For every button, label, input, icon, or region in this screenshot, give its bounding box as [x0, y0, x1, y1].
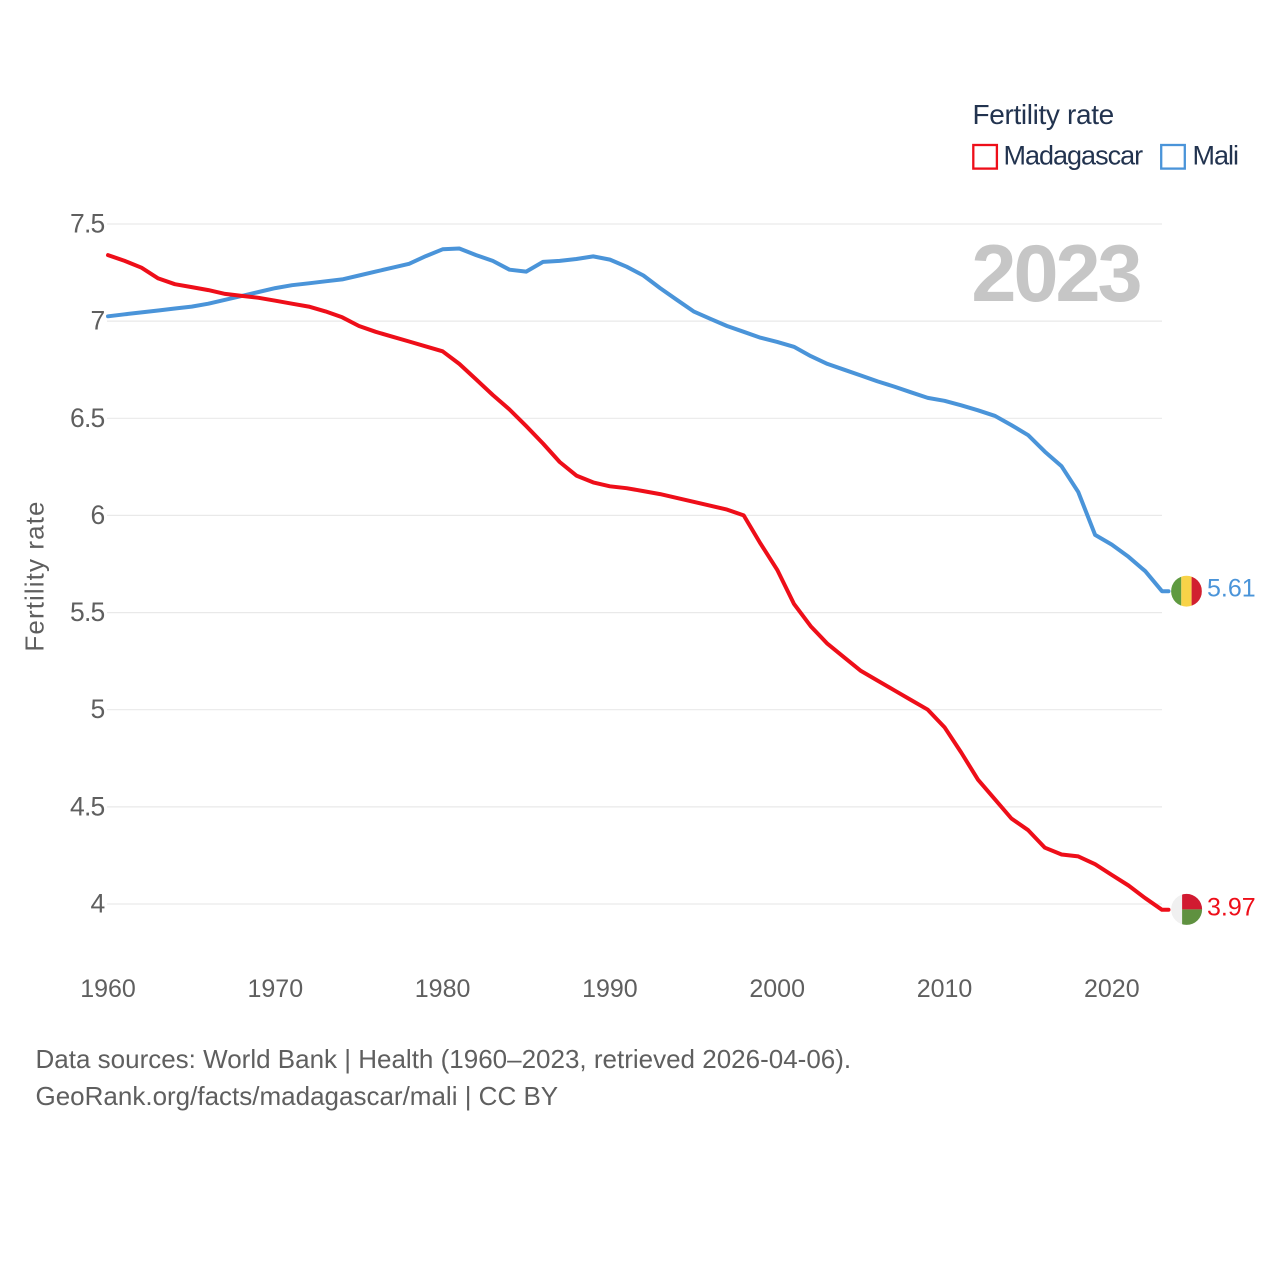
svg-text:Fertility rate: Fertility rate	[973, 99, 1114, 130]
svg-text:6: 6	[91, 500, 105, 530]
svg-text:2010: 2010	[917, 975, 973, 1003]
svg-text:Mali: Mali	[1193, 141, 1239, 171]
svg-text:Fertility rate: Fertility rate	[20, 500, 50, 651]
svg-text:5.5: 5.5	[70, 597, 105, 627]
svg-text:5.61: 5.61	[1207, 575, 1256, 603]
svg-text:2000: 2000	[749, 975, 805, 1003]
svg-text:7.5: 7.5	[70, 209, 105, 239]
svg-text:2023: 2023	[971, 229, 1140, 319]
svg-text:3.97: 3.97	[1207, 894, 1256, 922]
svg-text:Data sources: World Bank | Hea: Data sources: World Bank | Health (1960–…	[36, 1044, 852, 1074]
svg-text:1960: 1960	[80, 975, 136, 1003]
svg-text:Madagascar: Madagascar	[1004, 141, 1144, 171]
svg-text:1990: 1990	[582, 975, 638, 1003]
svg-text:6.5: 6.5	[70, 403, 105, 433]
svg-text:7: 7	[91, 306, 105, 336]
svg-text:2020: 2020	[1084, 975, 1140, 1003]
svg-text:5: 5	[91, 694, 105, 724]
svg-text:1980: 1980	[415, 975, 471, 1003]
svg-text:GeoRank.org/facts/madagascar/m: GeoRank.org/facts/madagascar/mali | CC B…	[36, 1081, 559, 1111]
svg-text:4: 4	[91, 889, 105, 919]
svg-text:4.5: 4.5	[70, 791, 105, 821]
svg-text:1970: 1970	[247, 975, 303, 1003]
